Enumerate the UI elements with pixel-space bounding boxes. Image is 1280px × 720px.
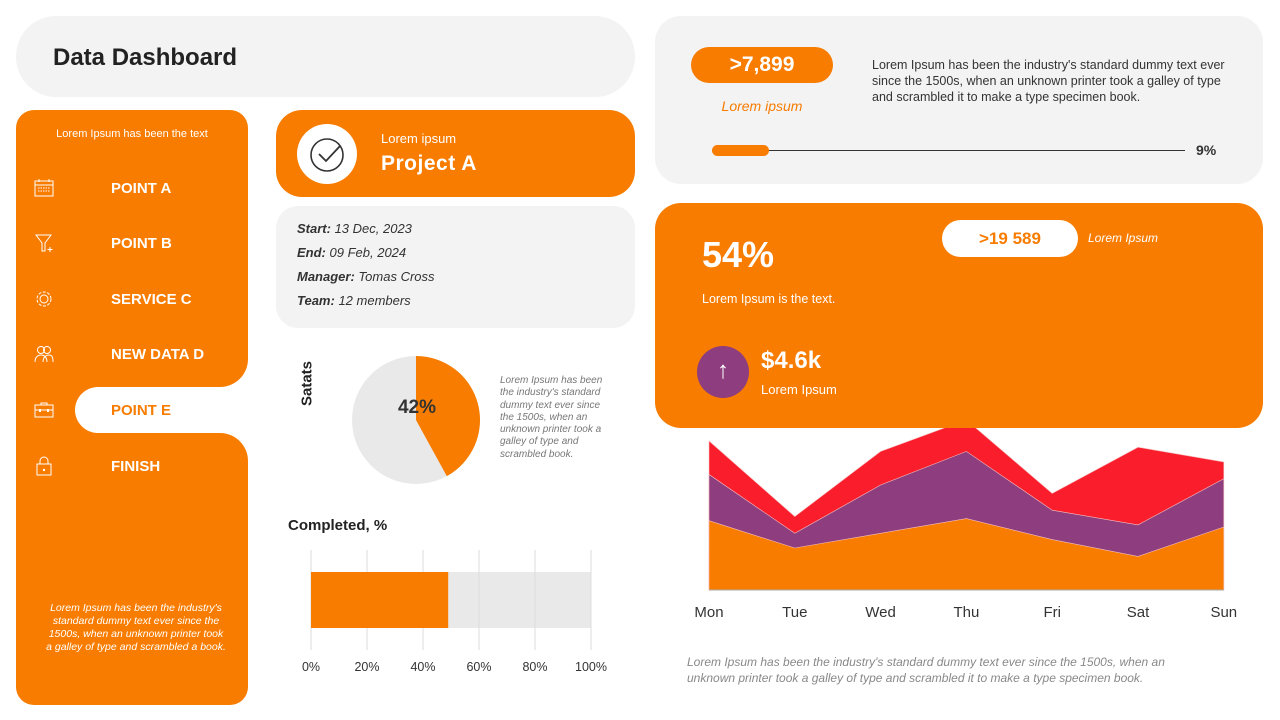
completed-title: Completed, % xyxy=(288,517,388,534)
stat-text: Lorem Ipsum has been the industry's stan… xyxy=(872,58,1225,104)
sidebar-active-highlight xyxy=(75,387,248,433)
area-tick-label: Mon xyxy=(694,604,723,621)
page-title: Data Dashboard xyxy=(53,44,238,71)
percent-text: Lorem Ipsum is the text. xyxy=(702,292,836,306)
sidebar-item-point-b[interactable]: POINT B xyxy=(16,223,248,263)
sidebar-footer: Lorem Ipsum has been the industry's stan… xyxy=(46,602,226,653)
sidebar-item-service-c[interactable]: SERVICE C xyxy=(16,279,248,319)
stat-value-pill: >7,899 xyxy=(691,47,833,83)
progress-fill xyxy=(712,145,769,156)
hbar-tick-label: 40% xyxy=(410,660,435,674)
project-name: Project A xyxy=(381,152,477,175)
project-subtitle: Lorem ipsum xyxy=(381,131,457,146)
toolbox-icon xyxy=(34,402,54,418)
sidebar-panel-bottom xyxy=(16,433,248,705)
funnel-plus-icon xyxy=(35,234,53,252)
pie-center-label: 42% xyxy=(398,397,436,418)
sidebar-item-label: NEW DATA D xyxy=(111,345,205,363)
sidebar-item-label: POINT E xyxy=(111,401,172,419)
sidebar-item-label: SERVICE C xyxy=(111,290,192,308)
hbar-tick-label: 100% xyxy=(575,660,607,674)
sidebar-item-label: FINISH xyxy=(111,457,161,475)
sidebar-item-new-data-d[interactable]: NEW DATA D xyxy=(16,334,248,374)
hbar-tick-label: 20% xyxy=(354,660,379,674)
area-tick-label: Thu xyxy=(953,604,979,621)
sidebar-item-point-a[interactable]: POINT A xyxy=(16,168,248,208)
hbar-tick-label: 80% xyxy=(522,660,547,674)
calendar-icon xyxy=(34,179,54,197)
stats-card xyxy=(655,16,1263,184)
area-tick-label: Fri xyxy=(1043,604,1061,621)
weekly-pill: >19 589 xyxy=(942,220,1078,257)
team-row: Team: 12 members xyxy=(297,293,411,308)
hbar-bar xyxy=(311,572,449,628)
start-row: Start: 13 Dec, 2023 xyxy=(297,221,412,236)
sidebar-item-label: POINT A xyxy=(111,179,172,197)
sidebar-note: Lorem Ipsum has been the text xyxy=(56,128,208,140)
pie-slice-value xyxy=(416,356,480,477)
pie-note: Lorem Ipsum has been the industry's stan… xyxy=(500,375,603,460)
amount-sub: Lorem Ipsum xyxy=(761,382,837,397)
lock-icon xyxy=(36,456,52,476)
check-circle-icon xyxy=(297,124,357,184)
stat-value-sub: Lorem ipsum xyxy=(721,98,803,114)
manager-row: Manager: Tomas Cross xyxy=(297,269,435,284)
sidebar-panel xyxy=(16,110,248,387)
progress-label: 9% xyxy=(1196,142,1217,158)
weekly-pill-sub: Lorem Ipsum xyxy=(1088,231,1159,245)
project-card: Lorem ipsum Project A xyxy=(276,110,635,197)
end-row: End: 09 Feb, 2024 xyxy=(297,245,407,260)
amount-value: $4.6k xyxy=(761,347,822,374)
area-tick-label: Sat xyxy=(1127,604,1150,621)
users-icon xyxy=(34,346,54,363)
hbar-tick-label: 60% xyxy=(466,660,491,674)
sidebar-item-label: POINT B xyxy=(111,234,172,252)
area-tick-label: Sun xyxy=(1210,604,1237,621)
footer-text: Lorem Ipsum has been the industry's stan… xyxy=(687,655,1165,685)
project-info: Start: 13 Dec, 2023 End: 09 Feb, 2024 Ma… xyxy=(276,206,635,328)
progress-track xyxy=(712,150,1185,151)
gear-icon xyxy=(36,291,52,307)
sidebar-item-finish[interactable]: FINISH xyxy=(16,446,248,486)
percent-value: 54% xyxy=(702,234,775,275)
area-series-1 xyxy=(708,518,1225,591)
title-card: Data Dashboard xyxy=(16,16,635,97)
hbar-tick-label: 0% xyxy=(302,660,320,674)
sidebar-item-point-e[interactable]: POINT E xyxy=(16,390,248,430)
arrow-up-icon: ↑ xyxy=(697,346,749,398)
area-tick-label: Tue xyxy=(782,604,807,621)
area-tick-label: Wed xyxy=(865,604,896,621)
